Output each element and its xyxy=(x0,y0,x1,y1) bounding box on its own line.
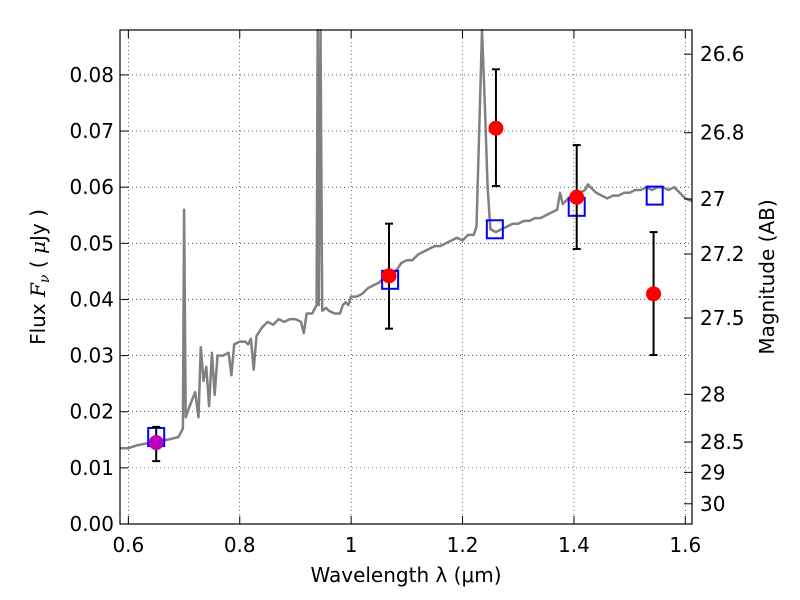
observed-point-marker xyxy=(488,120,504,136)
y-axis-ticks: 0.00 0.01 0.02 0.03 0.04 0.05 0.06 0.07 0.08 xyxy=(69,63,128,536)
model-photometry-series xyxy=(147,185,664,447)
observed-point-marker xyxy=(148,435,164,451)
right-tick-label: 26.8 xyxy=(700,121,745,145)
spectrum-series xyxy=(120,28,693,450)
model-square-marker xyxy=(485,219,504,240)
x-tick-label: 0.6 xyxy=(112,533,144,557)
right-tick-label: 29 xyxy=(700,460,725,484)
model-square-marker xyxy=(645,185,664,206)
observed-point-marker xyxy=(646,286,662,302)
right-tick-label: 28.5 xyxy=(700,430,745,454)
y-label-part: μ xyxy=(26,241,50,254)
y-tick-label: 0.07 xyxy=(69,119,114,143)
x-tick-label: 0.8 xyxy=(224,533,256,557)
observed-point-marker xyxy=(381,268,397,284)
y-label-part: F xyxy=(26,282,50,298)
y-tick-label: 0.02 xyxy=(69,400,114,424)
right-axis-label: Magnitude (AB) xyxy=(755,199,779,354)
right-tick-label: 30 xyxy=(700,492,725,516)
right-tick-label: 28 xyxy=(700,382,725,406)
y-label-part: Flux xyxy=(26,297,50,345)
x-tick-label: 1.2 xyxy=(447,533,479,557)
y-label-part: Jy ) xyxy=(26,209,50,243)
y-label-part: ( xyxy=(26,254,50,275)
observed-point-marker xyxy=(569,189,585,205)
x-tick-label: 1 xyxy=(345,533,358,557)
y-tick-label: 0.04 xyxy=(69,287,114,311)
right-tick-label: 27 xyxy=(700,187,725,211)
x-tick-label: 1.4 xyxy=(558,533,590,557)
grid-lines xyxy=(120,30,692,525)
y-label-part: ν xyxy=(37,274,53,283)
observed-photometry-series xyxy=(148,120,662,451)
x-axis-ticks: 0.6 0.8 1 1.2 1.4 1.6 xyxy=(112,30,701,557)
right-tick-label: 27.2 xyxy=(700,242,745,266)
y-axis-label: Flux Fν ( μJy ) xyxy=(26,209,53,345)
y-tick-label: 0.01 xyxy=(69,456,114,480)
right-tick-label: 26.6 xyxy=(700,42,745,66)
y-tick-label: 0.08 xyxy=(69,63,114,87)
x-tick-label: 1.6 xyxy=(669,533,701,557)
right-axis-ticks: 26.6 26.8 27 27.2 27.5 28 28.5 29 30 xyxy=(684,42,745,516)
svg-text:Flux Fν ( μJy ): Flux Fν ( μJy ) xyxy=(26,209,53,345)
error-bars xyxy=(152,68,658,463)
right-tick-label: 27.5 xyxy=(700,306,745,330)
y-tick-label: 0.00 xyxy=(69,512,114,536)
x-axis-label: Wavelength λ (μm) xyxy=(310,563,501,587)
y-tick-label: 0.03 xyxy=(69,344,114,368)
spectrum-line xyxy=(120,28,693,450)
plot-frame xyxy=(119,29,693,525)
y-tick-label: 0.06 xyxy=(69,175,114,199)
y-tick-label: 0.05 xyxy=(69,231,114,255)
